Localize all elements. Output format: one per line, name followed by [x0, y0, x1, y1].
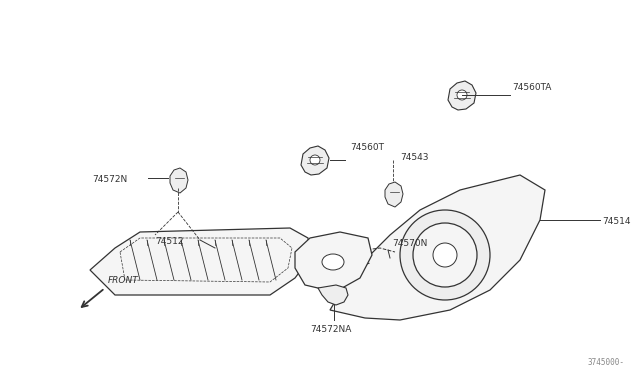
Ellipse shape	[322, 254, 344, 270]
Text: 74512: 74512	[155, 237, 184, 247]
Text: 74543: 74543	[400, 154, 429, 163]
Text: 74572NA: 74572NA	[310, 326, 351, 334]
Polygon shape	[301, 146, 329, 175]
Polygon shape	[170, 168, 188, 193]
Polygon shape	[385, 182, 403, 207]
Text: 74572N: 74572N	[92, 176, 127, 185]
Polygon shape	[330, 175, 545, 320]
Text: 74560T: 74560T	[350, 144, 384, 153]
Polygon shape	[448, 81, 476, 110]
Text: 74560TA: 74560TA	[512, 83, 552, 93]
Text: 3745000-: 3745000-	[588, 358, 625, 367]
Circle shape	[457, 90, 467, 100]
Text: FRONT: FRONT	[108, 276, 139, 285]
Polygon shape	[318, 285, 348, 305]
Text: 74514: 74514	[602, 218, 630, 227]
Circle shape	[433, 243, 457, 267]
Circle shape	[400, 210, 490, 300]
Polygon shape	[295, 232, 372, 292]
Polygon shape	[90, 228, 310, 295]
Circle shape	[310, 155, 320, 165]
Circle shape	[413, 223, 477, 287]
Text: 74570N: 74570N	[392, 240, 428, 248]
